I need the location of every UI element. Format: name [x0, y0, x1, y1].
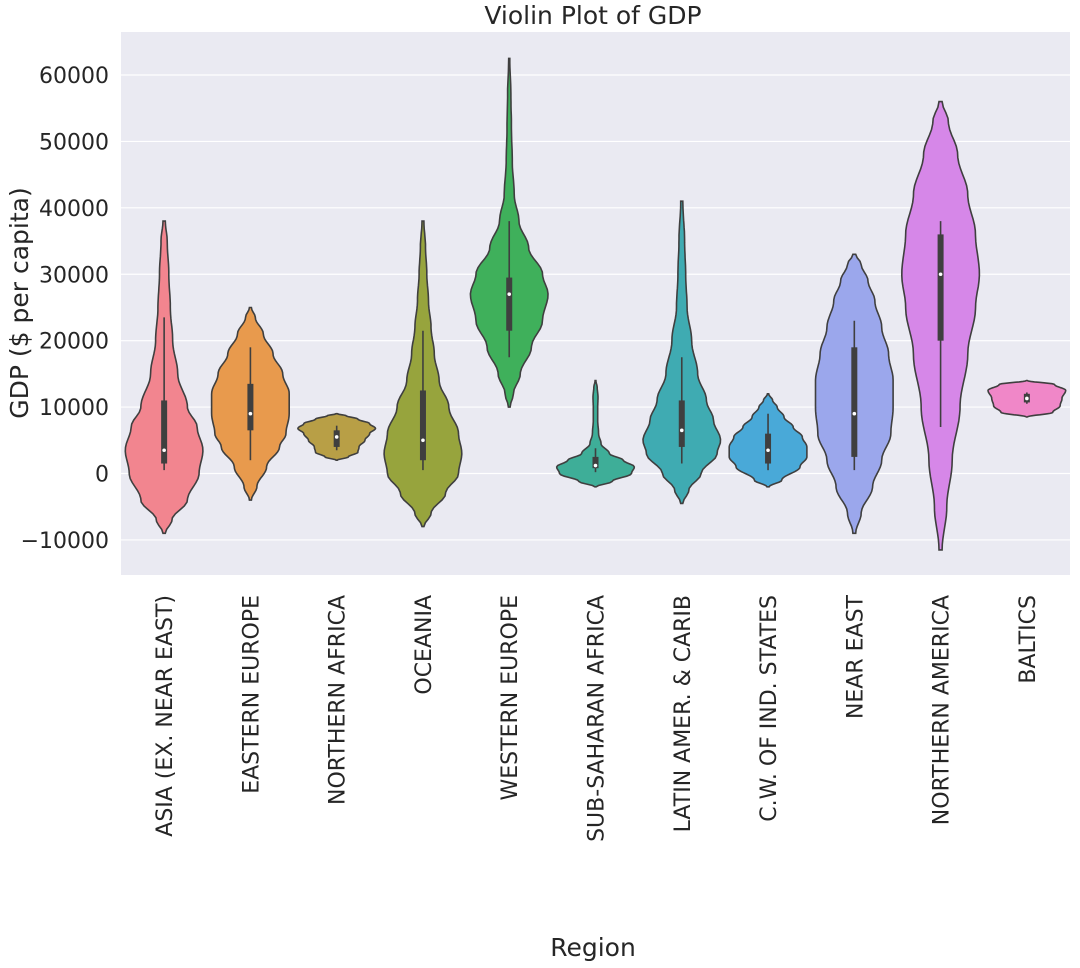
violin-2 — [210, 306, 290, 501]
median-point — [334, 435, 339, 439]
y-axis-title: GDP ($ per capita) — [5, 187, 34, 418]
violin-4 — [383, 220, 463, 528]
violins — [124, 57, 1067, 551]
x-tick-label: NORTHERN AMERICA — [930, 595, 955, 825]
violin-body — [555, 379, 636, 488]
median-point — [248, 411, 253, 416]
violin-10 — [900, 100, 981, 551]
y-tick-label: −10000 — [21, 529, 109, 554]
median-point — [679, 428, 684, 433]
chart-title: Violin Plot of GDP — [484, 1, 701, 30]
x-tick-labels: ASIA (EX. NEAR EAST) EASTERN EUROPE NORTHE… — [153, 594, 1041, 841]
iqr-box — [506, 277, 513, 331]
y-tick-label: 30000 — [39, 263, 109, 288]
violin-1 — [124, 220, 204, 535]
y-tick-label: 20000 — [39, 330, 109, 355]
x-tick-label: OCEANIA — [412, 595, 437, 695]
median-point — [1025, 396, 1029, 401]
x-tick-label: BALTICS — [1016, 595, 1041, 684]
violin-7 — [642, 200, 722, 505]
violin-5 — [469, 57, 549, 408]
median-point — [421, 438, 425, 443]
iqr-box — [161, 400, 168, 464]
x-tick-label: WESTERN EUROPE — [498, 595, 523, 800]
y-tick-label: 40000 — [39, 197, 109, 222]
iqr-box — [851, 347, 858, 457]
x-axis-title: Region — [550, 933, 636, 962]
iqr-box — [937, 234, 944, 341]
x-tick-label: EASTERN EUROPE — [239, 595, 264, 794]
x-tick-label: NEAR EAST — [843, 594, 868, 719]
violin-8 — [728, 393, 808, 488]
violin-6 — [555, 379, 636, 488]
x-tick-label: ASIA (EX. NEAR EAST) — [153, 595, 178, 837]
median-point — [507, 292, 512, 296]
x-tick-label: SUB-SAHARAN AFRICA — [585, 595, 610, 842]
violin-9 — [814, 253, 894, 535]
median-point — [938, 272, 943, 277]
median-point — [766, 448, 770, 453]
violin-body — [642, 200, 722, 505]
violin-3 — [297, 412, 377, 461]
median-point — [852, 411, 857, 416]
iqr-box — [247, 383, 254, 431]
median-point — [162, 448, 166, 453]
median-point — [593, 463, 598, 468]
iqr-box — [419, 390, 426, 461]
y-tick-label: 10000 — [39, 396, 109, 421]
iqr-box — [592, 456, 599, 469]
y-tick-label: 50000 — [39, 130, 109, 155]
iqr-box — [678, 400, 685, 447]
x-tick-label: LATIN AMER. & CARIB — [671, 595, 696, 832]
x-tick-label: NORTHERN AFRICA — [326, 595, 351, 805]
y-tick-label: 0 — [95, 463, 109, 488]
y-tick-label: 60000 — [39, 64, 109, 89]
x-tick-label: C.W. OF IND. STATES — [757, 595, 782, 822]
y-tick-labels: −10000 0 10000 20000 30000 40000 50000 60000 — [21, 64, 109, 554]
violin-11 — [987, 379, 1067, 418]
